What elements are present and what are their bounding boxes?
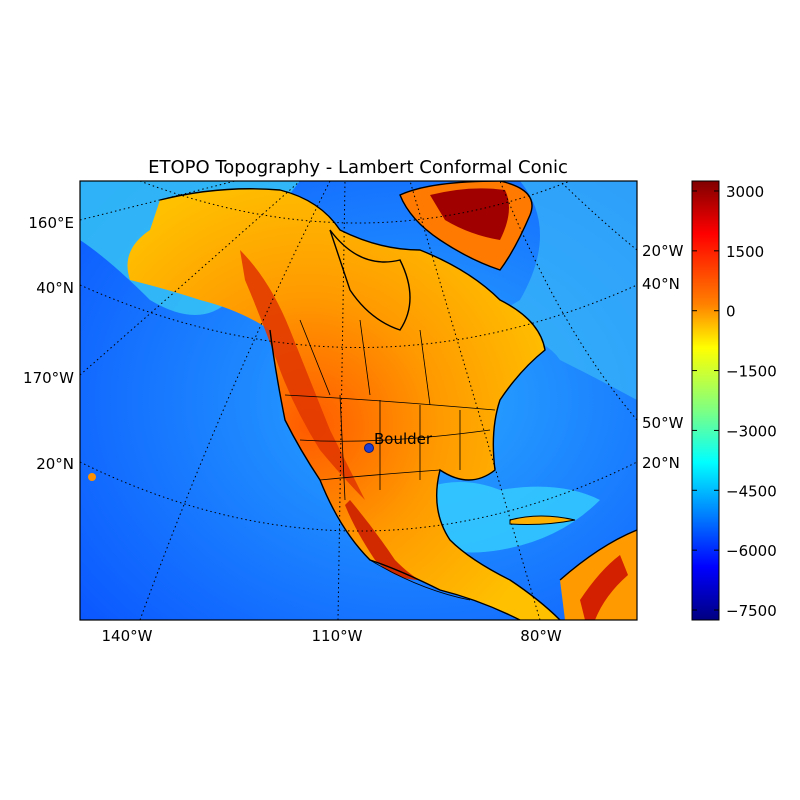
left-lat-labels: 160°E 40°N 170°W 20°N xyxy=(23,214,74,473)
colorbar-tick-label: −4500 xyxy=(726,482,777,500)
map-title: ETOPO Topography - Lambert Conformal Con… xyxy=(148,157,568,178)
map-panel xyxy=(80,181,637,620)
colorbar-ticks: 3000 1500 0 −1500 −3000 −4500 −6000 −7500 xyxy=(692,183,777,620)
greenland-ice xyxy=(430,188,509,240)
colorbar-tick-label: −6000 xyxy=(726,542,777,560)
rocky-mountains xyxy=(240,250,365,500)
map-frame xyxy=(79,180,638,621)
colorbar-tick-label: −3000 xyxy=(726,422,777,440)
lat-label-20n-left: 20°N xyxy=(36,455,74,473)
lat-label-40n-left: 40°N xyxy=(36,279,74,297)
south-america-land xyxy=(560,530,637,620)
colorbar-tick-label: −1500 xyxy=(726,363,777,381)
colorbar-tick-label: −7500 xyxy=(726,602,777,620)
lon-label-140w: 140°W xyxy=(102,627,153,645)
lon-label-50w: 50°W xyxy=(642,414,684,432)
colorbar: 3000 1500 0 −1500 −3000 −4500 −6000 −7500 xyxy=(691,180,777,621)
lon-label-80w: 80°W xyxy=(520,627,562,645)
colorbar-tick-label: 3000 xyxy=(726,183,764,201)
gulf-shelf xyxy=(400,482,600,553)
meridian-110w xyxy=(337,181,346,620)
north-america-land xyxy=(127,188,560,620)
parallel-40n xyxy=(80,284,637,348)
meridian-160e xyxy=(80,181,236,221)
meridian-20w xyxy=(559,181,637,251)
boulder-label: Boulder xyxy=(374,430,433,448)
lon-label-20w: 20°W xyxy=(642,242,684,260)
colorbar-tick-label: 0 xyxy=(726,303,736,321)
andes xyxy=(580,555,628,620)
coastlines xyxy=(159,181,637,620)
colorbar-gradient xyxy=(691,180,720,621)
right-lat-labels: 20°W 40°N 50°W 20°N xyxy=(642,242,684,472)
colorbar-tick-label: 1500 xyxy=(726,243,764,261)
lat-label-40n-right: 40°N xyxy=(642,275,680,293)
cuba-island xyxy=(509,515,576,525)
meridian-140w xyxy=(139,181,331,620)
hawaii-island xyxy=(88,473,96,481)
boulder-marker[interactable]: Boulder xyxy=(364,430,433,453)
atlantic-shelf xyxy=(470,181,637,400)
meridian-170w xyxy=(80,181,301,376)
mexico-highlands xyxy=(345,500,420,580)
bottom-lon-labels: 140°W 110°W 80°W xyxy=(102,627,562,645)
lat-label-20n-right: 20°N xyxy=(642,454,680,472)
lat-label-160e: 160°E xyxy=(28,214,74,232)
lon-label-110w: 110°W xyxy=(312,627,363,645)
graticule xyxy=(80,181,637,620)
political-boundaries xyxy=(284,319,496,601)
lat-label-170w: 170°W xyxy=(23,369,74,387)
boulder-point[interactable] xyxy=(364,443,374,453)
